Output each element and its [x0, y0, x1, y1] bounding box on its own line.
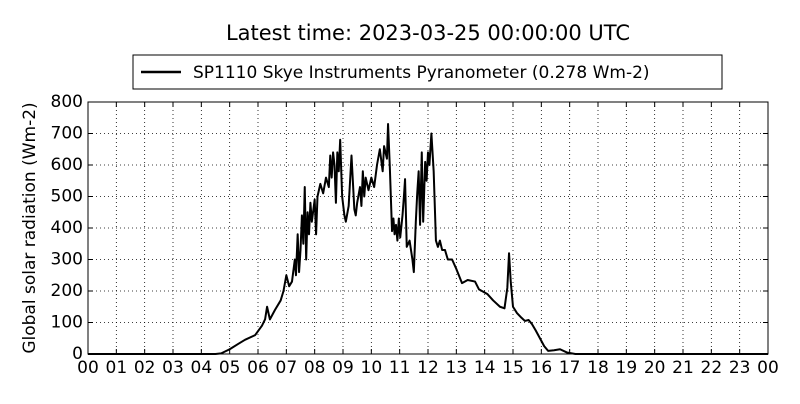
x-tick-label: 03: [162, 358, 184, 378]
x-tick-label: 19: [616, 358, 638, 378]
x-tick-label: 00: [77, 358, 99, 378]
x-tick-label: 23: [729, 358, 751, 378]
x-tick-label: 22: [701, 358, 723, 378]
x-tick-label: 21: [672, 358, 694, 378]
data-line: [88, 123, 768, 355]
x-tick-label: 17: [559, 358, 581, 378]
legend-box: [132, 54, 723, 90]
plot-frame: [87, 101, 769, 355]
x-tick-label: 15: [502, 358, 524, 378]
legend: SP1110 Skye Instruments Pyranometer (0.2…: [132, 54, 723, 90]
x-tick-label: 14: [474, 358, 496, 378]
y-tick-label: 700: [51, 124, 83, 144]
x-tick-label: 05: [219, 358, 241, 378]
y-tick-label: 100: [51, 313, 83, 333]
y-tick-label: 200: [51, 281, 83, 301]
x-tick-label: 18: [587, 358, 609, 378]
chart-title: Latest time: 2023-03-25 00:00:00 UTC: [226, 21, 630, 45]
x-tick-label: 10: [361, 358, 383, 378]
x-tick-label: 16: [531, 358, 553, 378]
x-tick-label: 06: [247, 358, 269, 378]
x-tick-label: 04: [191, 358, 213, 378]
y-tick-label: 0: [72, 344, 83, 364]
x-tick-label: 08: [304, 358, 326, 378]
x-tick-label: 07: [276, 358, 298, 378]
y-tick-label: 500: [51, 187, 83, 207]
x-tick-label: 20: [644, 358, 666, 378]
y-tick-label: 800: [51, 92, 83, 112]
x-tick-label: 02: [134, 358, 156, 378]
x-tick-label: 12: [417, 358, 439, 378]
legend-label: SP1110 Skye Instruments Pyranometer (0.2…: [193, 63, 650, 83]
y-tick-label: 400: [51, 218, 83, 238]
x-tick-label: 13: [446, 358, 468, 378]
y-axis-label: Global solar radiation (Wm-2): [20, 102, 40, 353]
x-tick-label: 11: [389, 358, 411, 378]
y-tick-label: 600: [51, 155, 83, 175]
y-tick-label: 300: [51, 250, 83, 270]
x-tick-label: 09: [332, 358, 354, 378]
x-tick-label: 01: [106, 358, 128, 378]
x-tick-label: 00: [757, 358, 779, 378]
